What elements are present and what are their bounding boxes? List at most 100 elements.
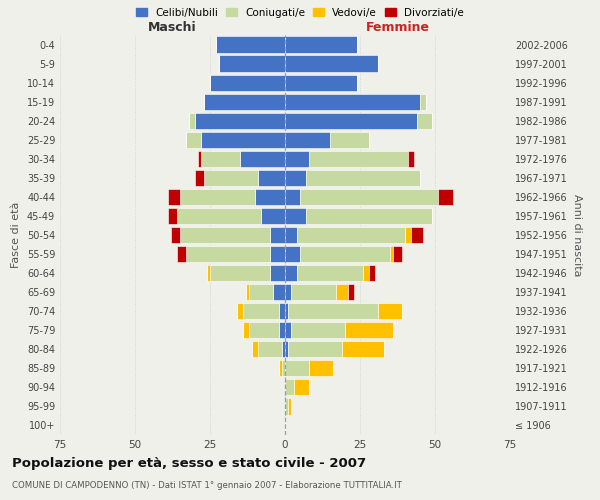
Bar [300, 189, 438, 205]
Bar [417, 112, 432, 129]
Bar [255, 189, 285, 205]
Bar [285, 56, 378, 72]
Bar [258, 341, 282, 357]
Bar [273, 284, 285, 300]
Bar [204, 170, 258, 186]
Bar [252, 341, 258, 357]
Bar [246, 284, 249, 300]
Bar [297, 265, 363, 281]
Bar [270, 246, 285, 262]
Text: COMUNE DI CAMPODENNO (TN) - Dati ISTAT 1° gennaio 2007 - Elaborazione TUTTITALIA: COMUNE DI CAMPODENNO (TN) - Dati ISTAT 1… [12, 481, 402, 490]
Bar [300, 246, 390, 262]
Bar [336, 284, 348, 300]
Bar [297, 227, 405, 243]
Bar [186, 132, 201, 148]
Bar [258, 170, 285, 186]
Bar [216, 36, 285, 52]
Bar [285, 227, 297, 243]
Bar [288, 341, 342, 357]
Bar [285, 322, 291, 338]
Y-axis label: Anni di nascita: Anni di nascita [572, 194, 581, 276]
Bar [186, 246, 270, 262]
Legend: Celibi/Nubili, Coniugati/e, Vedovi/e, Divorziati/e: Celibi/Nubili, Coniugati/e, Vedovi/e, Di… [136, 8, 464, 18]
Bar [390, 246, 393, 262]
Bar [261, 208, 285, 224]
Bar [270, 265, 285, 281]
Bar [285, 36, 357, 52]
Bar [285, 360, 309, 376]
Bar [210, 265, 270, 281]
Bar [285, 94, 420, 110]
Bar [285, 170, 306, 186]
Bar [237, 303, 243, 320]
Bar [249, 322, 279, 338]
Bar [285, 132, 330, 148]
Bar [249, 284, 273, 300]
Bar [243, 322, 249, 338]
Bar [282, 341, 285, 357]
Bar [198, 150, 201, 167]
Bar [330, 132, 369, 148]
Bar [309, 360, 333, 376]
Bar [210, 74, 285, 90]
Bar [285, 265, 297, 281]
Bar [201, 150, 240, 167]
Bar [288, 303, 378, 320]
Y-axis label: Fasce di età: Fasce di età [11, 202, 21, 268]
Bar [291, 322, 345, 338]
Bar [393, 246, 402, 262]
Bar [285, 189, 300, 205]
Bar [279, 322, 285, 338]
Bar [306, 170, 420, 186]
Bar [288, 398, 291, 414]
Bar [279, 303, 285, 320]
Bar [240, 150, 285, 167]
Bar [219, 56, 285, 72]
Bar [285, 341, 288, 357]
Bar [369, 265, 375, 281]
Bar [243, 303, 279, 320]
Bar [342, 341, 384, 357]
Bar [168, 208, 177, 224]
Bar [285, 303, 288, 320]
Bar [438, 189, 453, 205]
Text: Femmine: Femmine [365, 21, 430, 34]
Bar [285, 150, 309, 167]
Bar [408, 150, 414, 167]
Bar [285, 246, 300, 262]
Bar [285, 380, 294, 396]
Bar [285, 112, 417, 129]
Bar [411, 227, 423, 243]
Bar [378, 303, 402, 320]
Bar [363, 265, 369, 281]
Bar [204, 94, 285, 110]
Bar [195, 112, 285, 129]
Bar [285, 284, 291, 300]
Bar [285, 398, 288, 414]
Bar [306, 208, 432, 224]
Bar [207, 265, 210, 281]
Bar [291, 284, 336, 300]
Text: Maschi: Maschi [148, 21, 197, 34]
Bar [201, 132, 285, 148]
Bar [270, 227, 285, 243]
Bar [195, 170, 204, 186]
Bar [285, 208, 306, 224]
Bar [294, 380, 309, 396]
Bar [348, 284, 354, 300]
Bar [279, 360, 282, 376]
Bar [345, 322, 393, 338]
Bar [168, 189, 180, 205]
Bar [177, 246, 186, 262]
Bar [282, 360, 285, 376]
Bar [177, 208, 261, 224]
Bar [285, 74, 357, 90]
Bar [309, 150, 408, 167]
Bar [180, 227, 270, 243]
Bar [405, 227, 411, 243]
Bar [420, 94, 426, 110]
Bar [171, 227, 180, 243]
Bar [180, 189, 255, 205]
Text: Popolazione per età, sesso e stato civile - 2007: Popolazione per età, sesso e stato civil… [12, 458, 366, 470]
Bar [189, 112, 195, 129]
